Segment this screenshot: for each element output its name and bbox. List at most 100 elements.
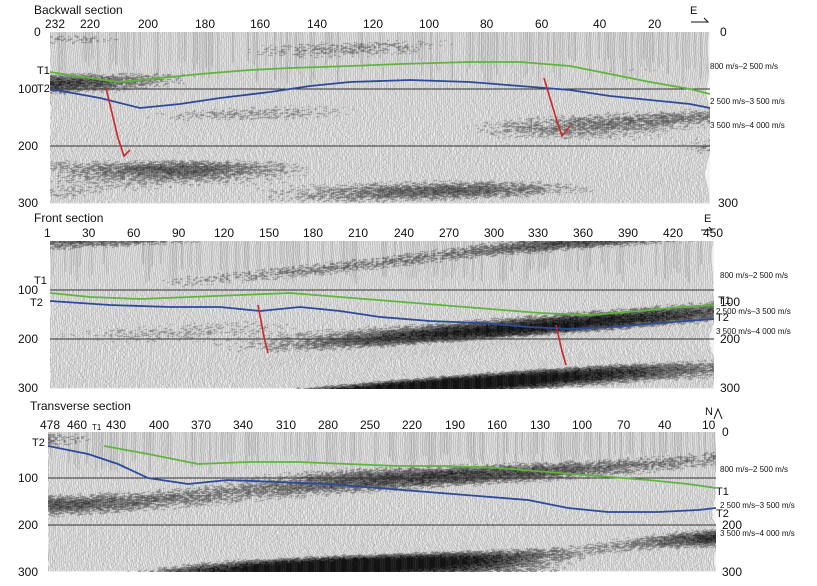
depth-label-left: 300 <box>18 196 39 210</box>
horizon-label: T2 <box>30 297 43 309</box>
station-tick: 460 <box>67 418 88 432</box>
station-tick: 220 <box>80 17 101 31</box>
depth-label-left: 200 <box>18 139 39 153</box>
horizon-label: T2 <box>716 312 729 324</box>
t1-horizon <box>50 292 714 316</box>
depth-label-left: 100 <box>18 471 39 485</box>
station-tick: 270 <box>439 226 460 240</box>
direction-label: E <box>704 213 712 225</box>
station-tick: 60 <box>535 17 549 31</box>
direction-arrow-icon <box>691 17 710 23</box>
station-tick: 190 <box>445 418 466 432</box>
depth-label-left: 200 <box>18 518 39 532</box>
t2-horizon <box>50 79 710 109</box>
direction-label: N <box>705 406 713 418</box>
t2-horizon <box>48 445 716 513</box>
station-tick: 10 <box>702 418 716 432</box>
station-tick: 100 <box>419 17 440 31</box>
station-tick: 360 <box>573 226 594 240</box>
depth-label-left: 200 <box>18 332 39 346</box>
station-tick: 180 <box>303 226 324 240</box>
station-tick: 70 <box>617 418 631 432</box>
t1-horizon <box>103 445 716 489</box>
station-tick: 430 <box>106 418 127 432</box>
station-tick: 120 <box>363 17 384 31</box>
horizon-overlay <box>50 61 710 158</box>
station-tick: 340 <box>233 418 254 432</box>
station-tick: 40 <box>658 418 672 432</box>
depth-label-left: 300 <box>18 565 39 579</box>
station-tick: 160 <box>250 17 271 31</box>
horizon-label: T1 <box>37 65 50 77</box>
velocity-label: 3 500 m/s–4 000 m/s <box>710 121 785 130</box>
station-tick: 100 <box>572 418 593 432</box>
station-tick: 478 <box>40 418 61 432</box>
t2-horizon <box>50 300 714 330</box>
station-tick: 250 <box>360 418 381 432</box>
seismic-plot <box>50 32 710 204</box>
station-tick: 140 <box>307 17 328 31</box>
velocity-label: 800 m/s–2 500 m/s <box>720 465 789 474</box>
station-tick: 450 <box>703 226 724 240</box>
station-tick: 130 <box>530 418 551 432</box>
depth-label-left: 100 <box>18 82 39 96</box>
station-tick: 310 <box>276 418 297 432</box>
station-tick: 200 <box>138 17 159 31</box>
horizon-label: T2 <box>716 508 729 520</box>
horizon-overlay <box>48 445 716 526</box>
depth-label-left: 100 <box>18 283 39 297</box>
station-tick: 370 <box>191 418 212 432</box>
station-tick: 160 <box>487 418 508 432</box>
horizon-label: T1 <box>718 295 731 307</box>
front-panel: Front section E 1 30 60 90 120 150 180 2… <box>0 210 817 400</box>
station-tick: 40 <box>593 17 607 31</box>
backwall-panel: Backwall section E 232 220 200 180 160 1… <box>0 0 817 210</box>
station-tick: 210 <box>348 226 369 240</box>
station-tick: 30 <box>82 226 96 240</box>
station-tick: 400 <box>149 418 170 432</box>
seismic-traces <box>50 241 714 389</box>
station-tick: 120 <box>214 226 235 240</box>
seismic-traces <box>50 32 710 204</box>
station-tick: 232 <box>45 17 66 31</box>
depth-label-right: 100 <box>720 295 741 309</box>
depth-label-left: 0 <box>34 25 41 39</box>
station-tick: 20 <box>648 17 662 31</box>
station-tick: 330 <box>528 226 549 240</box>
depth-label-left: 300 <box>18 381 39 395</box>
depth-label-right: 0 <box>720 25 727 39</box>
velocity-label: 3 500 m/s–4 000 m/s <box>716 327 791 336</box>
station-tick: 90 <box>172 226 186 240</box>
fault-line <box>257 304 269 354</box>
station-tick: 420 <box>663 226 684 240</box>
velocity-label: 800 m/s–2 500 m/s <box>720 271 789 280</box>
velocity-label: 2 500 m/s–3 500 m/s <box>710 97 785 106</box>
seismic-traces <box>48 432 716 572</box>
station-tick: 390 <box>618 226 639 240</box>
depth-label-right: 200 <box>720 332 741 346</box>
fault-line <box>105 87 131 158</box>
seismic-plot <box>48 432 716 572</box>
depth-label-right: 300 <box>722 565 743 579</box>
horizon-label: T2 <box>32 437 45 449</box>
velocity-label: 3 500 m/s–4 000 m/s <box>720 529 795 538</box>
depth-label-right: 300 <box>720 381 741 395</box>
station-tick: T1 <box>92 423 102 432</box>
station-tick: 150 <box>259 226 280 240</box>
horizon-label: T1 <box>716 486 729 498</box>
fault-line <box>555 324 567 366</box>
depth-label-right: 300 <box>718 196 739 210</box>
station-tick: 80 <box>480 17 494 31</box>
horizon-label: T2 <box>37 83 50 95</box>
velocity-label: 800 m/s–2 500 m/s <box>710 62 779 71</box>
transverse-panel: Transverse section N 478 460 T1 430 400 … <box>0 398 817 586</box>
station-tick: 220 <box>402 418 423 432</box>
fault-line <box>543 77 571 138</box>
station-tick: 240 <box>394 226 415 240</box>
station-tick: 60 <box>127 226 141 240</box>
station-tick: 180 <box>195 17 216 31</box>
direction-label: E <box>690 5 698 17</box>
seismic-plot <box>50 241 714 389</box>
station-tick: 300 <box>484 226 505 240</box>
station-tick: 1 <box>44 226 51 240</box>
